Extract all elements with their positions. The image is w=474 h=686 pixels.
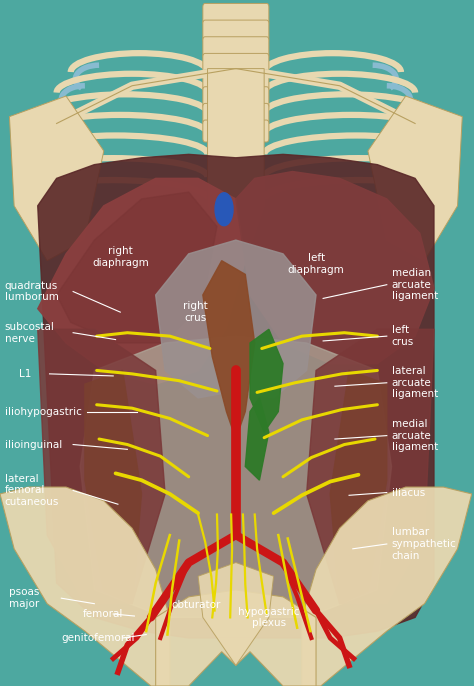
Text: lateral
arcuate
ligament: lateral arcuate ligament [392, 366, 438, 399]
FancyBboxPatch shape [203, 54, 269, 75]
Text: genitofemoral: genitofemoral [61, 633, 135, 643]
Polygon shape [38, 178, 245, 384]
Text: quadratus
lumborum: quadratus lumborum [5, 281, 59, 303]
Text: right
crus: right crus [183, 301, 208, 323]
Text: L1: L1 [19, 369, 31, 379]
FancyBboxPatch shape [203, 86, 269, 108]
Text: lateral
femoral
cutaneous: lateral femoral cutaneous [5, 474, 59, 507]
Text: femoral: femoral [82, 609, 123, 619]
Polygon shape [236, 172, 434, 364]
Polygon shape [198, 563, 273, 665]
Text: obturator: obturator [171, 600, 220, 610]
Polygon shape [307, 329, 434, 604]
Text: subcostal
nerve: subcostal nerve [5, 322, 55, 344]
Polygon shape [38, 329, 165, 604]
Polygon shape [250, 329, 283, 432]
Text: iliohypogastric: iliohypogastric [5, 407, 82, 416]
FancyBboxPatch shape [203, 70, 269, 92]
FancyBboxPatch shape [203, 104, 269, 126]
Text: left
diaphragm: left diaphragm [288, 253, 345, 275]
Polygon shape [38, 154, 434, 638]
Polygon shape [80, 336, 392, 617]
Text: ilioinguinal: ilioinguinal [5, 440, 62, 449]
Polygon shape [9, 96, 104, 261]
FancyBboxPatch shape [203, 3, 269, 25]
Polygon shape [330, 370, 387, 604]
FancyBboxPatch shape [203, 37, 269, 59]
Polygon shape [245, 398, 269, 480]
Text: median
arcuate
ligament: median arcuate ligament [392, 268, 438, 301]
Polygon shape [155, 240, 316, 398]
Text: iliacus: iliacus [392, 488, 425, 497]
Polygon shape [208, 69, 264, 261]
Text: hypogastric
plexus: hypogastric plexus [238, 606, 300, 628]
Text: right
diaphragm: right diaphragm [92, 246, 149, 268]
Text: medial
arcuate
ligament: medial arcuate ligament [392, 419, 438, 452]
Polygon shape [85, 370, 142, 604]
Text: psoas
major: psoas major [9, 587, 40, 609]
Polygon shape [302, 487, 472, 686]
FancyBboxPatch shape [203, 20, 269, 42]
Polygon shape [56, 192, 217, 343]
Polygon shape [155, 590, 316, 686]
Polygon shape [203, 261, 255, 439]
Text: lumbar
sympathetic
chain: lumbar sympathetic chain [392, 528, 456, 560]
Polygon shape [368, 96, 462, 261]
FancyBboxPatch shape [203, 120, 269, 142]
Polygon shape [0, 487, 170, 686]
Ellipse shape [215, 193, 233, 226]
Text: left
crus: left crus [392, 325, 414, 347]
